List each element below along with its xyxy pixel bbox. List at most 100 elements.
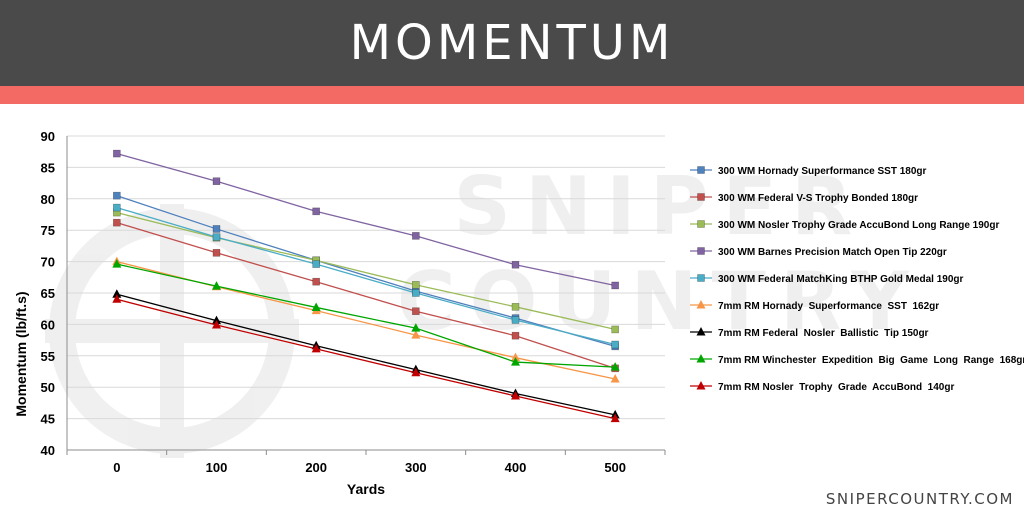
data-point: [212, 320, 221, 329]
legend-label: 7mm RM Nosler Trophy Grade AccuBond 140g…: [718, 382, 954, 393]
data-point: [412, 281, 420, 289]
data-point: [511, 352, 520, 362]
data-point: [511, 357, 520, 366]
data-point: [113, 149, 121, 158]
data-point: [212, 177, 221, 186]
legend-item: 300 WM Hornady Superformance SST 180gr: [690, 166, 927, 177]
data-point: [312, 277, 320, 286]
legend-swatch-marker: [697, 220, 705, 228]
x-tick-label: 300: [405, 460, 427, 475]
legend-label: 7mm RM Federal Nosler Ballistic Tip 150g…: [718, 328, 929, 339]
data-point: [611, 340, 619, 349]
data-point: [312, 260, 320, 268]
series-9: [112, 294, 620, 423]
legend-swatch-marker: [696, 300, 706, 309]
legend-swatch-marker: [697, 166, 705, 174]
y-tick-label: 80: [41, 192, 55, 207]
data-point: [511, 316, 520, 324]
series-line: [116, 206, 616, 346]
momentum-chart: SNIPER COUNTRY 40 45 50 55 60 65 70 75 80 85 90 0 100…: [13, 129, 1024, 497]
y-axis-label: Momentum (lb/ft.s): [13, 291, 29, 416]
data-point: [610, 362, 620, 371]
data-point: [411, 367, 421, 377]
x-tick-label: 0: [113, 460, 120, 475]
legend-swatch-marker: [696, 354, 706, 363]
y-tick-label: 75: [41, 223, 55, 238]
y-tick-label: 90: [41, 129, 55, 144]
data-point: [212, 225, 221, 233]
legend-swatch-marker: [697, 274, 705, 282]
y-tick-label: 70: [41, 255, 55, 270]
legend-label: 300 WM Barnes Precision Match Open Tip 2…: [718, 247, 947, 258]
series-layer: [112, 149, 620, 423]
series-line: [116, 222, 616, 369]
legend-item: 300 WM Barnes Precision Match Open Tip 2…: [690, 247, 947, 258]
chart-area: SNIPER COUNTRY 40 45 50 55 60 65 70 75 80 85 90 0 100…: [0, 104, 1024, 515]
accent-bar: [0, 86, 1024, 104]
legend-swatch-marker: [697, 193, 705, 201]
data-point: [311, 302, 321, 311]
data-point: [412, 289, 420, 297]
legend-item: 300 WM Federal V-S Trophy Bonded 180gr: [690, 193, 918, 204]
legend-label: 300 WM Federal V-S Trophy Bonded 180gr: [718, 193, 918, 204]
data-point: [113, 203, 121, 212]
legend-label: 300 WM Federal MatchKing BTHP Gold Medal…: [718, 274, 964, 285]
data-point: [112, 294, 122, 303]
legend-item: 7mm RM Nosler Trophy Grade AccuBond 140g…: [690, 381, 954, 393]
legend-item: 300 WM Nosler Trophy Grade AccuBond Long…: [690, 220, 999, 231]
data-point: [113, 218, 121, 227]
legend-item: 7mm RM Winchester Expedition Big Game Lo…: [690, 354, 1024, 366]
data-point: [412, 307, 420, 316]
y-tick-label: 45: [41, 412, 55, 427]
watermark-text: SNIPER COUNTRY: [397, 160, 923, 348]
data-point: [212, 233, 221, 241]
series-4: [113, 149, 619, 290]
data-point: [312, 207, 320, 216]
series-3: [113, 208, 619, 334]
series-line: [116, 195, 616, 348]
data-point: [611, 325, 619, 334]
x-tick-label: 200: [305, 460, 327, 475]
y-tick-label: 85: [41, 160, 55, 175]
legend-swatch-marker: [697, 247, 705, 255]
series-line: [116, 152, 616, 287]
series-line: [116, 298, 616, 420]
data-point: [311, 343, 321, 353]
data-point: [212, 281, 221, 290]
legend-label: 300 WM Nosler Trophy Grade AccuBond Long…: [718, 220, 999, 231]
x-axis-label: Yards: [347, 481, 385, 497]
data-point: [511, 260, 520, 269]
page-title: MOMENTUM: [349, 15, 675, 71]
y-tick-label: 65: [41, 286, 55, 301]
data-point: [412, 232, 420, 240]
series-8: [112, 259, 620, 371]
series-line: [116, 263, 616, 368]
series-line: [116, 293, 616, 416]
data-point: [113, 191, 121, 200]
data-point: [611, 281, 619, 290]
legend-swatch-marker: [696, 327, 706, 336]
legend-swatch-marker: [696, 381, 706, 390]
y-tick-label: 60: [41, 317, 55, 332]
legend-label: 7mm RM Hornady Superformance SST 162gr: [718, 301, 939, 312]
header-banner: MOMENTUM: [0, 0, 1024, 86]
chart-axes: 40 45 50 55 60 65 70 75 80 85 90 0 100 200 300 400 500: [41, 129, 666, 475]
x-tick-label: 400: [505, 460, 527, 475]
data-point: [610, 413, 620, 423]
legend-item: 300 WM Federal MatchKing BTHP Gold Medal…: [690, 274, 964, 285]
data-point: [212, 315, 221, 325]
y-tick-label: 55: [41, 349, 55, 364]
data-point: [511, 303, 520, 311]
y-tick-label: 50: [41, 380, 55, 395]
data-point: [411, 330, 421, 339]
legend-label: 300 WM Hornady Superformance SST 180gr: [718, 166, 927, 177]
data-point: [112, 259, 122, 268]
chart-legend: 300 WM Hornady Superformance SST 180gr 30…: [690, 166, 1024, 393]
data-point: [411, 323, 421, 332]
series-5: [113, 203, 619, 349]
data-point: [212, 249, 221, 257]
data-point: [511, 331, 520, 340]
data-point: [610, 374, 620, 383]
series-line: [116, 211, 616, 331]
data-point: [112, 289, 122, 298]
